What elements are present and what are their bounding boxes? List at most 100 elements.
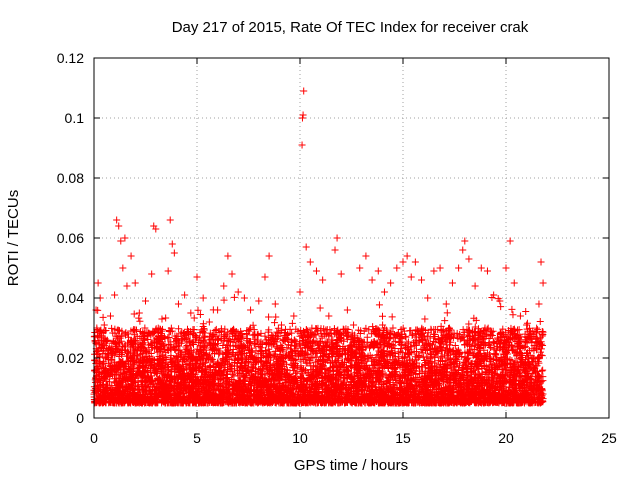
data-point [317,380,325,388]
data-point [360,327,368,335]
data-point [378,332,386,340]
data-point [233,342,241,350]
data-point [243,331,251,339]
data-point [136,317,144,325]
data-point [420,353,428,361]
data-point [286,345,294,353]
data-point [195,364,203,372]
data-point [315,384,323,392]
data-point [365,326,373,334]
data-point [212,325,220,333]
data-point [162,359,170,367]
data-point [234,367,242,375]
data-point [265,313,273,321]
data-point [387,344,395,352]
data-point [412,356,420,364]
data-points [90,87,547,407]
data-point [173,373,181,381]
data-point [117,358,125,366]
data-point [140,390,148,398]
data-point [411,337,419,345]
data-point [522,349,530,357]
data-point [536,318,544,326]
data-point [402,333,410,341]
data-point [230,293,238,301]
data-point [329,363,337,371]
data-point [443,309,451,317]
data-point [487,328,495,336]
data-point [311,358,319,366]
data-point [197,373,205,381]
data-point [249,363,257,371]
data-point [251,353,259,361]
data-point [369,362,377,370]
data-point [411,353,419,361]
data-point [96,352,104,360]
data-point [245,338,253,346]
data-point [451,368,459,376]
data-point [190,314,198,322]
data-point [465,349,473,357]
data-point [488,331,496,339]
data-point [159,325,167,333]
data-point [248,348,256,356]
data-point [288,319,296,327]
data-point [509,311,517,319]
data-point [288,329,296,337]
data-point [346,342,354,350]
data-point [316,338,324,346]
data-point [220,296,228,304]
data-point [506,331,514,339]
data-point [262,336,270,344]
data-point [538,352,546,360]
data-point [316,304,324,312]
data-point [118,327,126,335]
data-point [414,380,422,388]
data-point [534,355,542,363]
data-point [107,356,115,364]
data-point [271,352,279,360]
data-point [486,343,494,351]
data-point [190,325,198,333]
data-point [261,332,269,340]
data-point [273,328,281,336]
data-point [538,367,546,375]
data-point [271,319,279,327]
data-point [494,363,502,371]
data-point [363,361,371,369]
data-point [431,352,439,360]
data-point [167,328,175,336]
data-point [96,379,104,387]
data-point [106,345,114,353]
data-point [437,354,445,362]
data-point [497,303,505,311]
data-point [343,332,351,340]
data-point [93,378,101,386]
data-point [268,341,276,349]
data-point [491,350,499,358]
data-point [245,381,253,389]
data-point [362,365,370,373]
data-point [437,340,445,348]
data-point [471,323,479,331]
data-point [483,325,491,333]
data-point [338,359,346,367]
data-point [261,346,269,354]
data-point [539,342,547,350]
data-point [422,336,430,344]
data-point [383,358,391,366]
data-point [213,332,221,340]
data-point [194,306,202,314]
data-point [322,386,330,394]
data-point [492,340,500,348]
data-point [175,325,183,333]
data-point [368,357,376,365]
data-point [230,365,238,373]
data-point [183,387,191,395]
data-point [144,341,152,349]
data-point [375,301,383,309]
data-point [511,357,519,365]
data-point [219,371,227,379]
data-point [211,327,219,335]
data-point [91,388,99,396]
